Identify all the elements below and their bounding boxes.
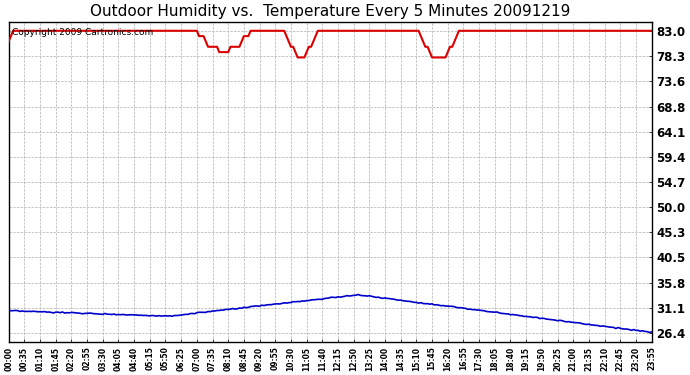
Text: Copyright 2009 Cartronics.com: Copyright 2009 Cartronics.com <box>12 28 153 37</box>
Title: Outdoor Humidity vs.  Temperature Every 5 Minutes 20091219: Outdoor Humidity vs. Temperature Every 5… <box>90 4 571 19</box>
